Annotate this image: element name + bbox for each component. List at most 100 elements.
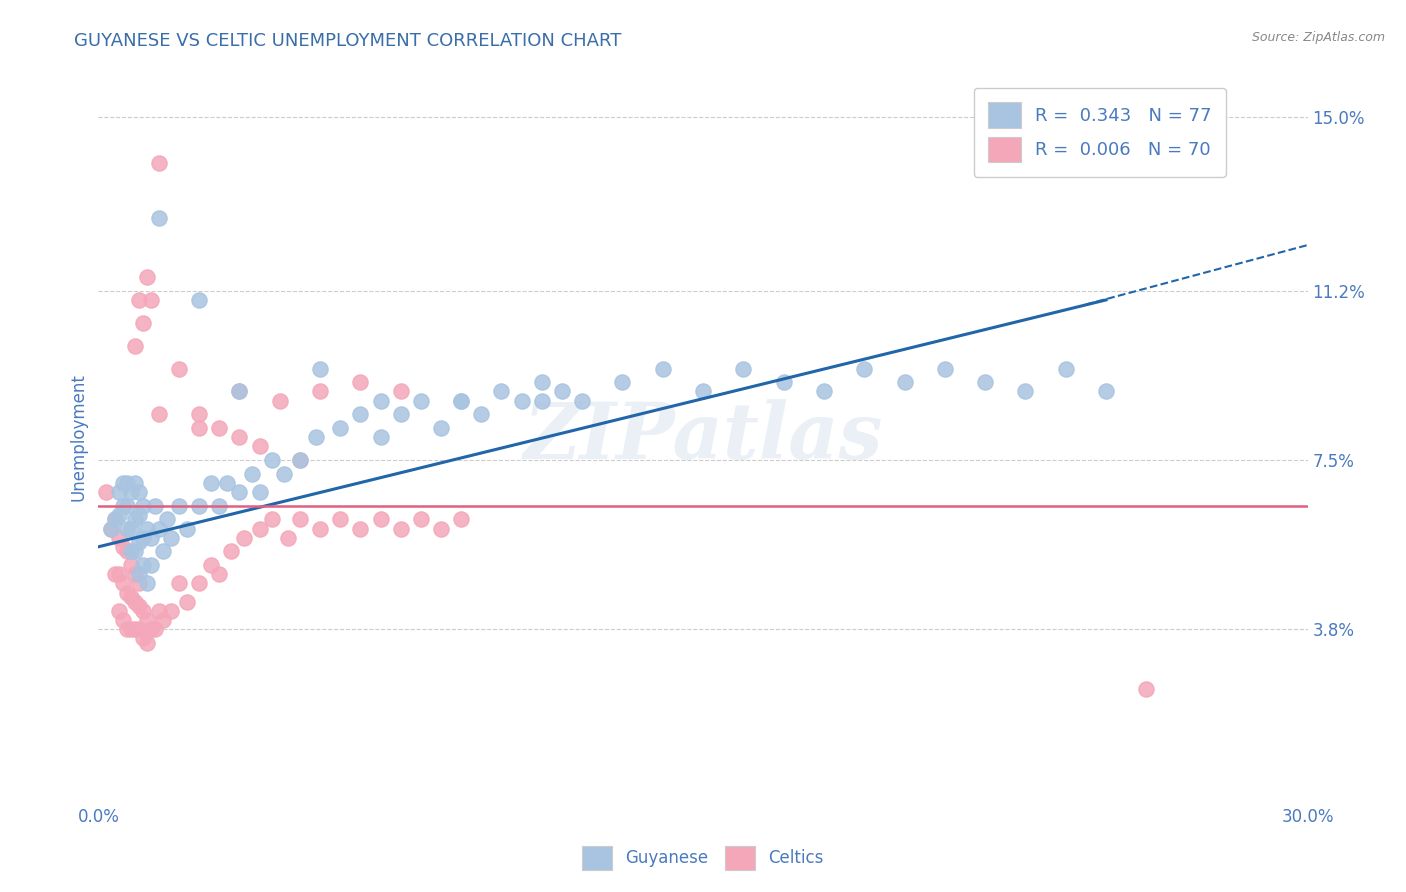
Point bbox=[389, 384, 412, 399]
Point bbox=[128, 567, 150, 582]
Point bbox=[288, 453, 311, 467]
Point bbox=[200, 558, 222, 573]
Point bbox=[530, 376, 553, 390]
Point bbox=[188, 576, 211, 591]
Point bbox=[124, 567, 146, 582]
Point bbox=[176, 595, 198, 609]
Point bbox=[103, 512, 125, 526]
Point bbox=[111, 475, 134, 490]
Point bbox=[530, 393, 553, 408]
Point bbox=[115, 499, 138, 513]
Point bbox=[309, 521, 332, 535]
Point bbox=[124, 622, 146, 636]
Point bbox=[329, 421, 352, 435]
Y-axis label: Unemployment: Unemployment bbox=[69, 373, 87, 501]
Point bbox=[1095, 384, 1118, 399]
Point bbox=[124, 512, 146, 526]
Point bbox=[135, 636, 157, 650]
Point bbox=[934, 361, 956, 376]
Point bbox=[612, 376, 634, 390]
Point bbox=[132, 531, 155, 545]
Point bbox=[124, 475, 146, 490]
Point bbox=[139, 558, 162, 573]
Point bbox=[124, 544, 146, 558]
Point bbox=[208, 567, 231, 582]
Point bbox=[188, 499, 211, 513]
Point bbox=[450, 512, 472, 526]
Point bbox=[120, 544, 142, 558]
Point bbox=[249, 521, 271, 535]
Point bbox=[232, 531, 254, 545]
Point bbox=[208, 499, 231, 513]
Point bbox=[389, 521, 412, 535]
Point bbox=[772, 376, 794, 390]
Point bbox=[551, 384, 574, 399]
Point bbox=[260, 453, 283, 467]
Point bbox=[893, 376, 915, 390]
Point bbox=[107, 508, 129, 522]
Point bbox=[139, 531, 162, 545]
Point bbox=[111, 499, 134, 513]
Point bbox=[148, 604, 170, 618]
Point bbox=[370, 393, 392, 408]
Point bbox=[107, 531, 129, 545]
Point bbox=[329, 512, 352, 526]
Text: GUYANESE VS CELTIC UNEMPLOYMENT CORRELATION CHART: GUYANESE VS CELTIC UNEMPLOYMENT CORRELAT… bbox=[75, 32, 621, 50]
Point bbox=[370, 430, 392, 444]
Text: ZIPatlas: ZIPatlas bbox=[523, 399, 883, 475]
Point bbox=[260, 512, 283, 526]
Point bbox=[120, 622, 142, 636]
Point bbox=[120, 558, 142, 573]
Point bbox=[349, 376, 371, 390]
Point bbox=[1014, 384, 1036, 399]
Point bbox=[124, 338, 146, 352]
Point bbox=[107, 604, 129, 618]
Point bbox=[249, 439, 271, 453]
Text: Source: ZipAtlas.com: Source: ZipAtlas.com bbox=[1251, 31, 1385, 45]
Point bbox=[139, 293, 162, 307]
Point bbox=[103, 567, 125, 582]
Point bbox=[111, 576, 134, 591]
Point bbox=[409, 512, 432, 526]
Point bbox=[135, 576, 157, 591]
Point bbox=[111, 613, 134, 627]
Point bbox=[470, 407, 492, 421]
Point bbox=[208, 421, 231, 435]
Point bbox=[221, 544, 243, 558]
Point bbox=[228, 485, 250, 500]
Point bbox=[370, 512, 392, 526]
Point bbox=[120, 521, 142, 535]
Point bbox=[188, 407, 211, 421]
Point bbox=[813, 384, 835, 399]
Point bbox=[430, 421, 453, 435]
Point bbox=[409, 393, 432, 408]
Point bbox=[200, 475, 222, 490]
Point bbox=[349, 521, 371, 535]
Point bbox=[100, 521, 122, 535]
Point bbox=[148, 155, 170, 169]
Point bbox=[217, 475, 239, 490]
Point bbox=[228, 430, 250, 444]
Point bbox=[132, 604, 155, 618]
Point bbox=[160, 531, 183, 545]
Point bbox=[349, 407, 371, 421]
Point bbox=[152, 613, 174, 627]
Point bbox=[115, 622, 138, 636]
Point bbox=[128, 599, 150, 614]
Point bbox=[143, 622, 166, 636]
Point bbox=[107, 567, 129, 582]
Point bbox=[135, 521, 157, 535]
Point bbox=[128, 576, 150, 591]
Point bbox=[167, 361, 190, 376]
Point bbox=[111, 540, 134, 554]
Point bbox=[188, 293, 211, 307]
Point bbox=[269, 393, 291, 408]
Point bbox=[692, 384, 714, 399]
Point bbox=[491, 384, 513, 399]
Point bbox=[240, 467, 263, 481]
Point bbox=[450, 393, 472, 408]
Point bbox=[143, 499, 166, 513]
Point bbox=[288, 512, 311, 526]
Point bbox=[1054, 361, 1077, 376]
Point bbox=[135, 270, 157, 285]
